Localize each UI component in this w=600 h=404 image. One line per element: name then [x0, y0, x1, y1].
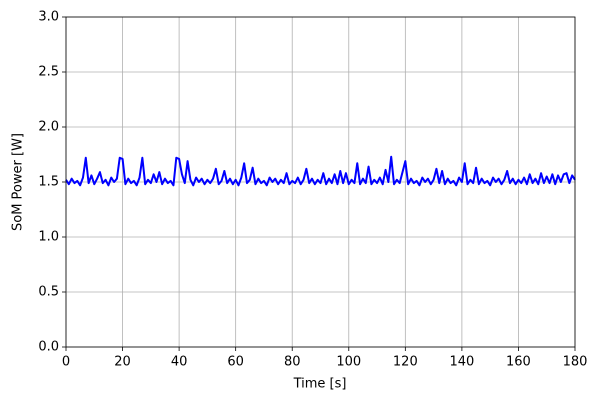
y-tick-label: 3.0 [38, 10, 59, 25]
x-tick-label: 60 [227, 355, 244, 370]
x-axis-label: Time [s] [293, 377, 347, 392]
y-tick-label: 1.5 [38, 175, 59, 190]
y-tick-label: 0.5 [38, 285, 59, 300]
x-tick-label: 120 [393, 355, 418, 370]
y-tick-label: 2.0 [38, 120, 59, 135]
x-tick-label: 180 [563, 355, 588, 370]
y-tick-label: 0.0 [38, 340, 59, 355]
x-tick-label: 40 [171, 355, 188, 370]
x-tick-label: 80 [284, 355, 301, 370]
x-tick-label: 160 [506, 355, 531, 370]
y-axis-label: SoM Power [W] [11, 133, 26, 231]
x-tick-label: 20 [114, 355, 131, 370]
plot-frame [65, 16, 576, 348]
y-tick-label: 2.5 [38, 65, 59, 80]
x-tick-label: 140 [449, 355, 474, 370]
data-line [65, 155, 576, 187]
y-tick-label: 1.0 [38, 230, 59, 245]
x-tick-label: 100 [336, 355, 361, 370]
x-tick-label: 0 [62, 355, 70, 370]
